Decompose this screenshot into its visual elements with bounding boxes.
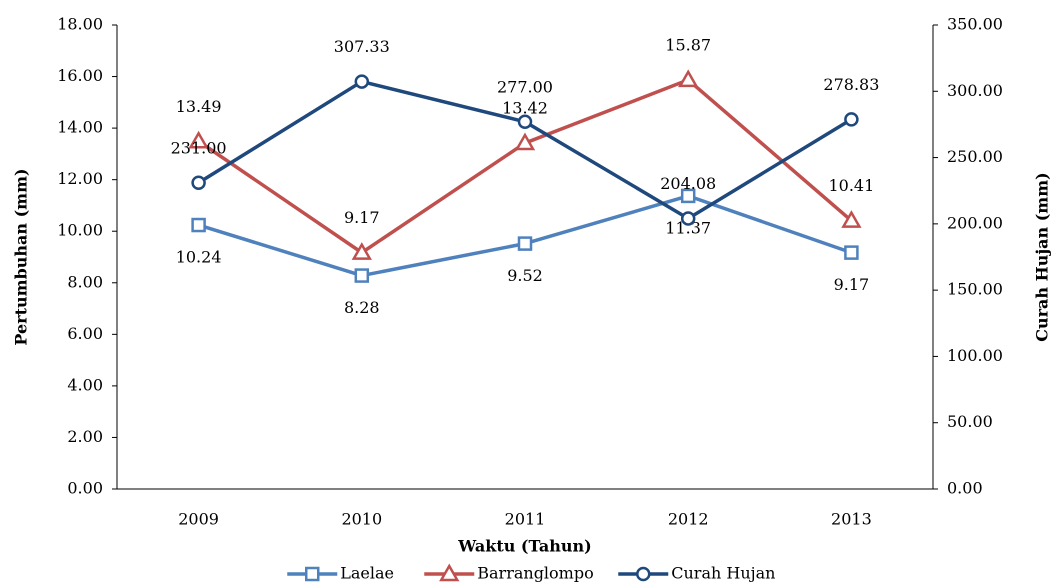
marker-triangle xyxy=(188,130,209,149)
marker-square xyxy=(191,217,206,233)
data-label: 277.00 xyxy=(497,77,553,96)
marker-square xyxy=(305,566,320,582)
y2-axis-title: Curah Hujan (mm) xyxy=(1033,172,1052,341)
y-tick-label: 8.00 xyxy=(67,272,103,291)
marker-triangle xyxy=(841,210,862,228)
data-label: 8.28 xyxy=(344,298,380,317)
y2-tick-label: 0.00 xyxy=(947,479,983,498)
data-label: 278.83 xyxy=(823,75,879,94)
y-tick-label: 6.00 xyxy=(67,324,103,343)
y-tick-label: 18.00 xyxy=(57,15,103,34)
data-label: 9.52 xyxy=(507,266,543,285)
data-label: 15.87 xyxy=(665,35,711,54)
x-tick-label: 2010 xyxy=(341,510,382,529)
marker-circle xyxy=(517,114,533,130)
x-tick-label: 2009 xyxy=(178,510,219,529)
data-label: 13.49 xyxy=(176,97,222,116)
marker-circle xyxy=(680,211,696,226)
y-tick-label: 12.00 xyxy=(57,169,103,188)
y2-tick-label: 350.00 xyxy=(947,15,1003,34)
data-label: 9.17 xyxy=(834,275,870,294)
marker-square xyxy=(844,245,859,260)
y2-tick-label: 200.00 xyxy=(947,213,1003,232)
marker-circle xyxy=(191,175,206,191)
marker-circle xyxy=(844,112,859,127)
y2-tick-label: 50.00 xyxy=(947,412,993,431)
marker-square xyxy=(354,268,370,283)
data-label: 13.42 xyxy=(502,99,548,118)
y2-tick-label: 100.00 xyxy=(947,346,1003,365)
y-tick-label: 10.00 xyxy=(57,221,103,240)
marker-triangle xyxy=(351,242,372,260)
data-label: 204.08 xyxy=(660,174,716,193)
y2-tick-label: 250.00 xyxy=(947,147,1003,166)
marker-square xyxy=(517,236,533,251)
y-tick-label: 16.00 xyxy=(57,66,103,85)
x-tick-label: 2012 xyxy=(668,510,709,529)
data-label: 307.33 xyxy=(334,37,390,56)
data-label: 10.41 xyxy=(828,176,874,195)
marker-circle xyxy=(636,566,651,582)
marker-triangle xyxy=(514,132,536,151)
y-tick-label: 2.00 xyxy=(67,427,103,446)
data-label: 231.00 xyxy=(171,138,227,157)
y2-tick-label: 150.00 xyxy=(947,280,1003,299)
data-label: 10.24 xyxy=(176,248,222,267)
legend-label: Laelae xyxy=(340,564,394,583)
data-label: 11.37 xyxy=(665,218,711,237)
y2-tick-label: 300.00 xyxy=(947,81,1003,100)
y-tick-label: 0.00 xyxy=(67,479,103,498)
marker-triangle xyxy=(439,563,460,582)
legend-label: Curah Hujan xyxy=(671,564,775,583)
x-tick-label: 2013 xyxy=(831,510,872,529)
data-label: 9.17 xyxy=(344,208,380,227)
marker-circle xyxy=(354,74,370,89)
legend-label: Barranglompo xyxy=(477,564,593,583)
x-axis-title: Waktu (Tahun) xyxy=(457,537,591,556)
marker-square xyxy=(680,188,696,204)
y-tick-label: 4.00 xyxy=(67,375,103,394)
y-tick-label: 14.00 xyxy=(57,118,103,137)
y-axis-title: Pertumbuhan (mm) xyxy=(12,168,31,345)
x-tick-label: 2011 xyxy=(505,510,546,529)
marker-triangle xyxy=(678,69,699,88)
